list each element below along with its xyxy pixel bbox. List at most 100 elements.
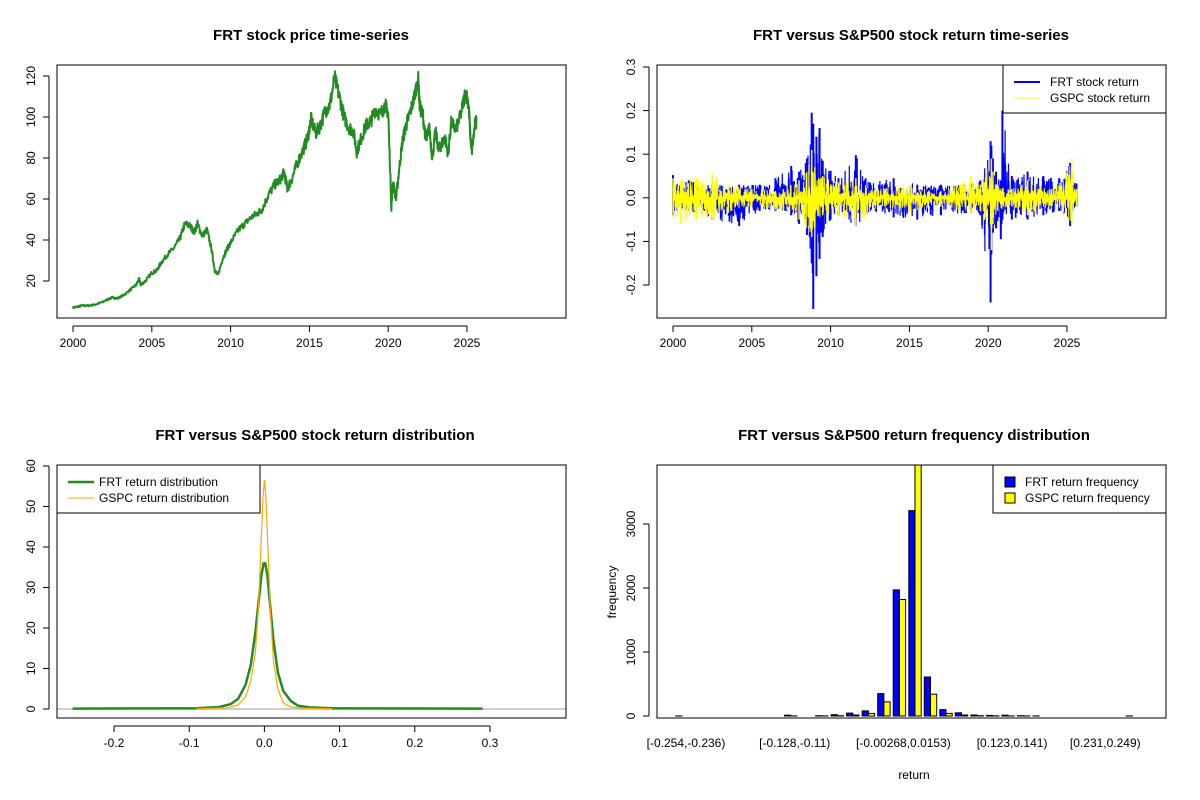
y-tick-label: 0 <box>624 712 638 719</box>
frt-bar <box>954 712 962 717</box>
legend-box <box>1002 64 1167 114</box>
y-tick-label: 0.0 <box>624 189 638 206</box>
plot-frame <box>56 464 567 719</box>
chart-title: FRT versus S&P500 stock return time-seri… <box>753 27 1069 44</box>
x-tick-label: 2005 <box>138 336 165 350</box>
histogram-bin <box>908 465 922 717</box>
histogram-bin <box>939 709 953 717</box>
y-tick-label: 10 <box>24 662 38 676</box>
x-axis: 2000 2005 2010 2015 2020 2025 <box>60 325 481 350</box>
y-tick-label: 30 <box>24 581 38 595</box>
plot-area <box>672 110 1078 309</box>
histogram-bin <box>846 712 860 717</box>
histogram-bin <box>830 714 844 717</box>
y-tick-label: 0.1 <box>624 146 638 163</box>
y-tick-label: 60 <box>24 459 38 473</box>
y-tick-label: 120 <box>24 66 38 86</box>
histogram-bin <box>784 714 798 717</box>
x-tick-label: -0.2 <box>104 736 125 750</box>
gspc-bar <box>852 714 860 717</box>
series-frt-returns <box>672 110 1078 309</box>
y-axis-label: frequency <box>605 566 619 619</box>
legend: FRT return frequency GSPC return frequen… <box>992 464 1167 514</box>
x-tick-label: 0.0 <box>256 736 273 750</box>
y-tick-label: 0.2 <box>624 102 638 119</box>
y-tick-label: 40 <box>24 233 38 247</box>
price-line <box>72 70 478 309</box>
gspc-bar <box>898 599 907 717</box>
y-tick-label: 0.3 <box>624 58 638 75</box>
frt-bar <box>830 714 838 717</box>
y-axis: 0 1000 2000 3000 <box>624 510 650 719</box>
series-gspc-returns <box>672 149 1078 251</box>
legend-label: GSPC stock return <box>1050 91 1150 105</box>
histogram-bin <box>861 710 876 717</box>
gspc-bar <box>867 712 876 717</box>
frt-density-line <box>72 561 483 710</box>
x-axis: 2000 2005 2010 2015 2020 2025 <box>660 325 1081 350</box>
y-tick-label: 1000 <box>624 638 638 665</box>
y-axis: 0 10 20 30 40 50 60 <box>24 459 50 712</box>
x-tick-label: 0.2 <box>406 736 423 750</box>
return-line <box>672 164 1077 232</box>
y-tick-label: 0 <box>24 705 38 712</box>
price-chart-panel: FRT stock price time-series 2000 2005 2010… <box>24 27 567 350</box>
legend: FRT stock return GSPC stock return <box>1002 64 1167 114</box>
legend-label: FRT return distribution <box>99 475 218 489</box>
y-tick-label: 40 <box>24 540 38 554</box>
gspc-bar <box>883 701 891 717</box>
density-chart-panel: FRT versus S&P500 stock return distribut… <box>24 427 567 750</box>
x-tick-label: 2015 <box>296 336 323 350</box>
gspc-bar <box>914 465 922 717</box>
x-tick-label: 2000 <box>660 336 687 350</box>
plot-area <box>675 465 1133 717</box>
y-tick-label: 20 <box>24 621 38 635</box>
plot-frame <box>656 464 1167 719</box>
returns-chart-panel: FRT versus S&P500 stock return time-seri… <box>624 27 1167 350</box>
frt-bar <box>939 709 947 717</box>
y-tick-label: -0.1 <box>624 231 638 252</box>
chart-title: FRT stock price time-series <box>213 27 409 44</box>
histogram-bin <box>954 712 969 717</box>
x-axis: -0.2 -0.1 0.0 0.1 0.2 0.3 <box>104 725 499 750</box>
x-tick-label: 2005 <box>738 336 765 350</box>
x-tick-label: 0.1 <box>331 736 348 750</box>
x-tick-label: 0.3 <box>482 736 499 750</box>
legend-label: GSPC return distribution <box>99 491 229 505</box>
y-tick-label: 80 <box>24 151 38 165</box>
gspc-bar <box>930 693 938 717</box>
x-tick-label: [0.231,0.249) <box>1070 736 1141 750</box>
frt-bar <box>970 714 978 717</box>
y-tick-label: -0.2 <box>624 274 638 295</box>
y-axis: -0.2 -0.1 0.0 0.1 0.2 0.3 <box>624 58 650 295</box>
frt-bar <box>877 693 885 717</box>
y-tick-label: 3000 <box>624 510 638 537</box>
x-axis: [-0.254,-0.236) [-0.128,-0.11) [-0.00268,0… <box>647 736 1141 750</box>
x-tick-label: 2020 <box>975 336 1002 350</box>
y-tick-label: 20 <box>24 274 38 288</box>
histogram-bin <box>970 714 984 717</box>
x-tick-label: -0.1 <box>179 736 200 750</box>
x-tick-label: 2000 <box>60 336 87 350</box>
y-tick-label: 60 <box>24 192 38 206</box>
gspc-density-line <box>196 479 333 710</box>
legend-label: FRT stock return <box>1050 75 1139 89</box>
x-tick-label: [0.123,0.141) <box>977 736 1048 750</box>
frt-bar <box>1001 714 1009 717</box>
plot-frame <box>656 64 1167 319</box>
y-axis: 20 40 60 80 100 120 <box>24 66 50 288</box>
histogram-bin <box>923 676 938 717</box>
frt-bar <box>908 510 916 717</box>
x-axis-label: return <box>898 768 929 782</box>
x-tick-label: 2010 <box>217 336 244 350</box>
legend-label: GSPC return frequency <box>1025 491 1150 505</box>
x-tick-label: 2020 <box>375 336 402 350</box>
plot-frame <box>56 64 567 319</box>
x-tick-label: [-0.00268,0.0153) <box>856 736 951 750</box>
frt-bar <box>985 714 994 717</box>
x-tick-label: [-0.254,-0.236) <box>647 736 726 750</box>
frt-bar <box>861 710 869 717</box>
frt-bar <box>923 676 931 717</box>
frt-bar <box>784 714 792 717</box>
